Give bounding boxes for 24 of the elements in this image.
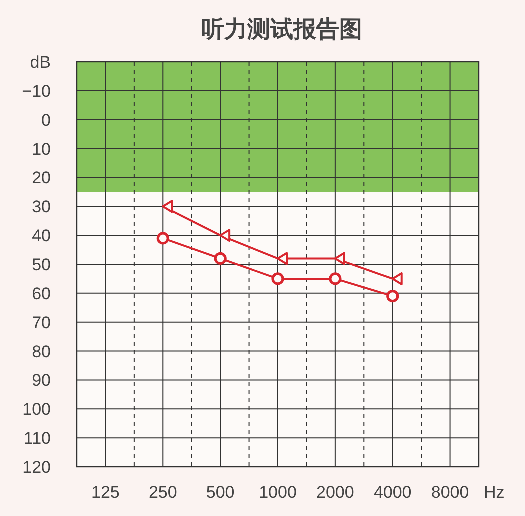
xtick: 500 bbox=[206, 483, 235, 502]
ytick: 90 bbox=[32, 371, 51, 390]
ytick: 40 bbox=[32, 226, 51, 246]
ylabel: dB bbox=[30, 53, 51, 72]
xtick: 1000 bbox=[259, 483, 297, 502]
ytick: −10 bbox=[22, 82, 51, 101]
ytick: 20 bbox=[32, 168, 51, 188]
ytick: 80 bbox=[32, 342, 51, 362]
ytick: 0 bbox=[42, 110, 51, 130]
title: 听力测试报告图 bbox=[202, 16, 362, 42]
xtick: 2000 bbox=[316, 483, 354, 502]
ytick: 70 bbox=[32, 313, 51, 332]
ytick: 30 bbox=[32, 198, 51, 217]
ytick: 60 bbox=[32, 284, 51, 304]
ytick: 120 bbox=[22, 458, 51, 477]
ytick: 100 bbox=[22, 400, 51, 420]
xlabel: Hz bbox=[484, 483, 505, 502]
xtick: 8000 bbox=[431, 483, 470, 502]
ytick: 10 bbox=[32, 140, 51, 159]
ytick: 110 bbox=[24, 429, 51, 448]
xtick: 125 bbox=[92, 483, 120, 502]
xtick: 250 bbox=[148, 483, 178, 502]
ytick: 50 bbox=[32, 256, 51, 274]
xtick: 4000 bbox=[374, 483, 412, 502]
